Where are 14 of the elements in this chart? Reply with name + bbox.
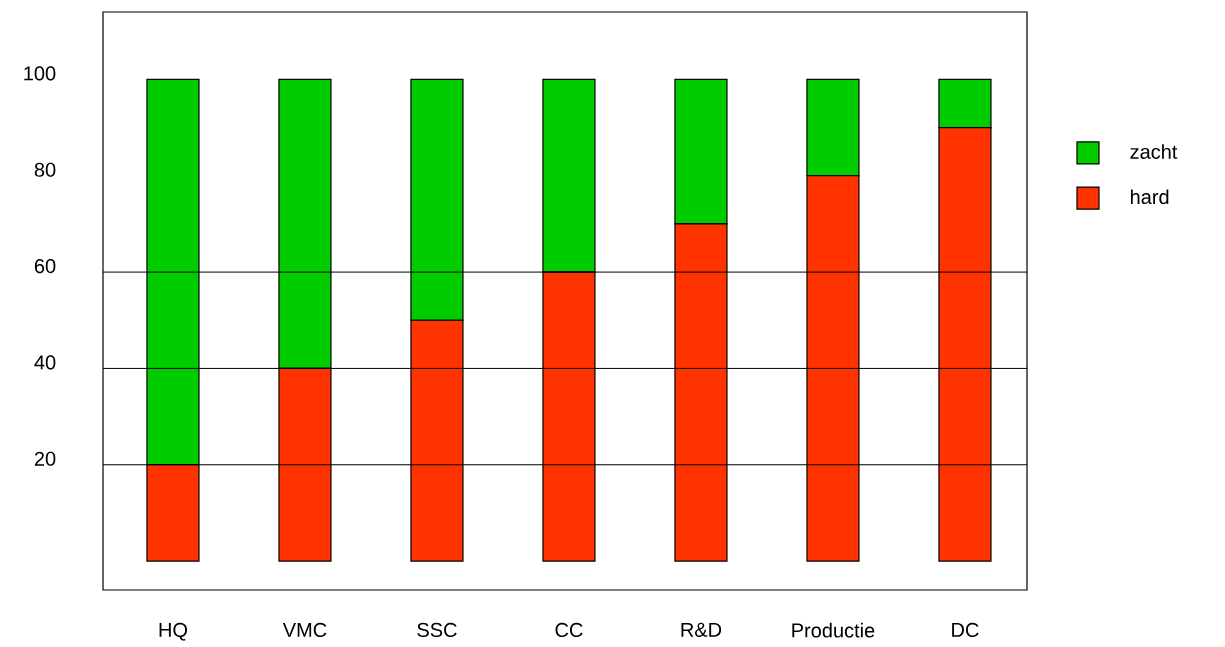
legend-label: hard [1130,189,1169,204]
x-tick-label: VMC [282,622,327,637]
legend-label: zacht [1130,144,1178,159]
x-tick-label: DC [952,622,979,637]
x-tick-label: Productie [792,622,875,638]
y-tick-label: 100 [24,66,56,81]
x-tick-label: CC [555,622,583,637]
x-tick-label: SSC [417,622,457,637]
y-tick-label: 20 [34,451,56,466]
y-tick-label: 80 [34,162,56,177]
x-tick-label: HQ [159,622,187,641]
y-tick-label: 40 [34,355,56,370]
x-tick-label: R&D [681,622,722,637]
y-tick-label: 60 [34,258,56,274]
